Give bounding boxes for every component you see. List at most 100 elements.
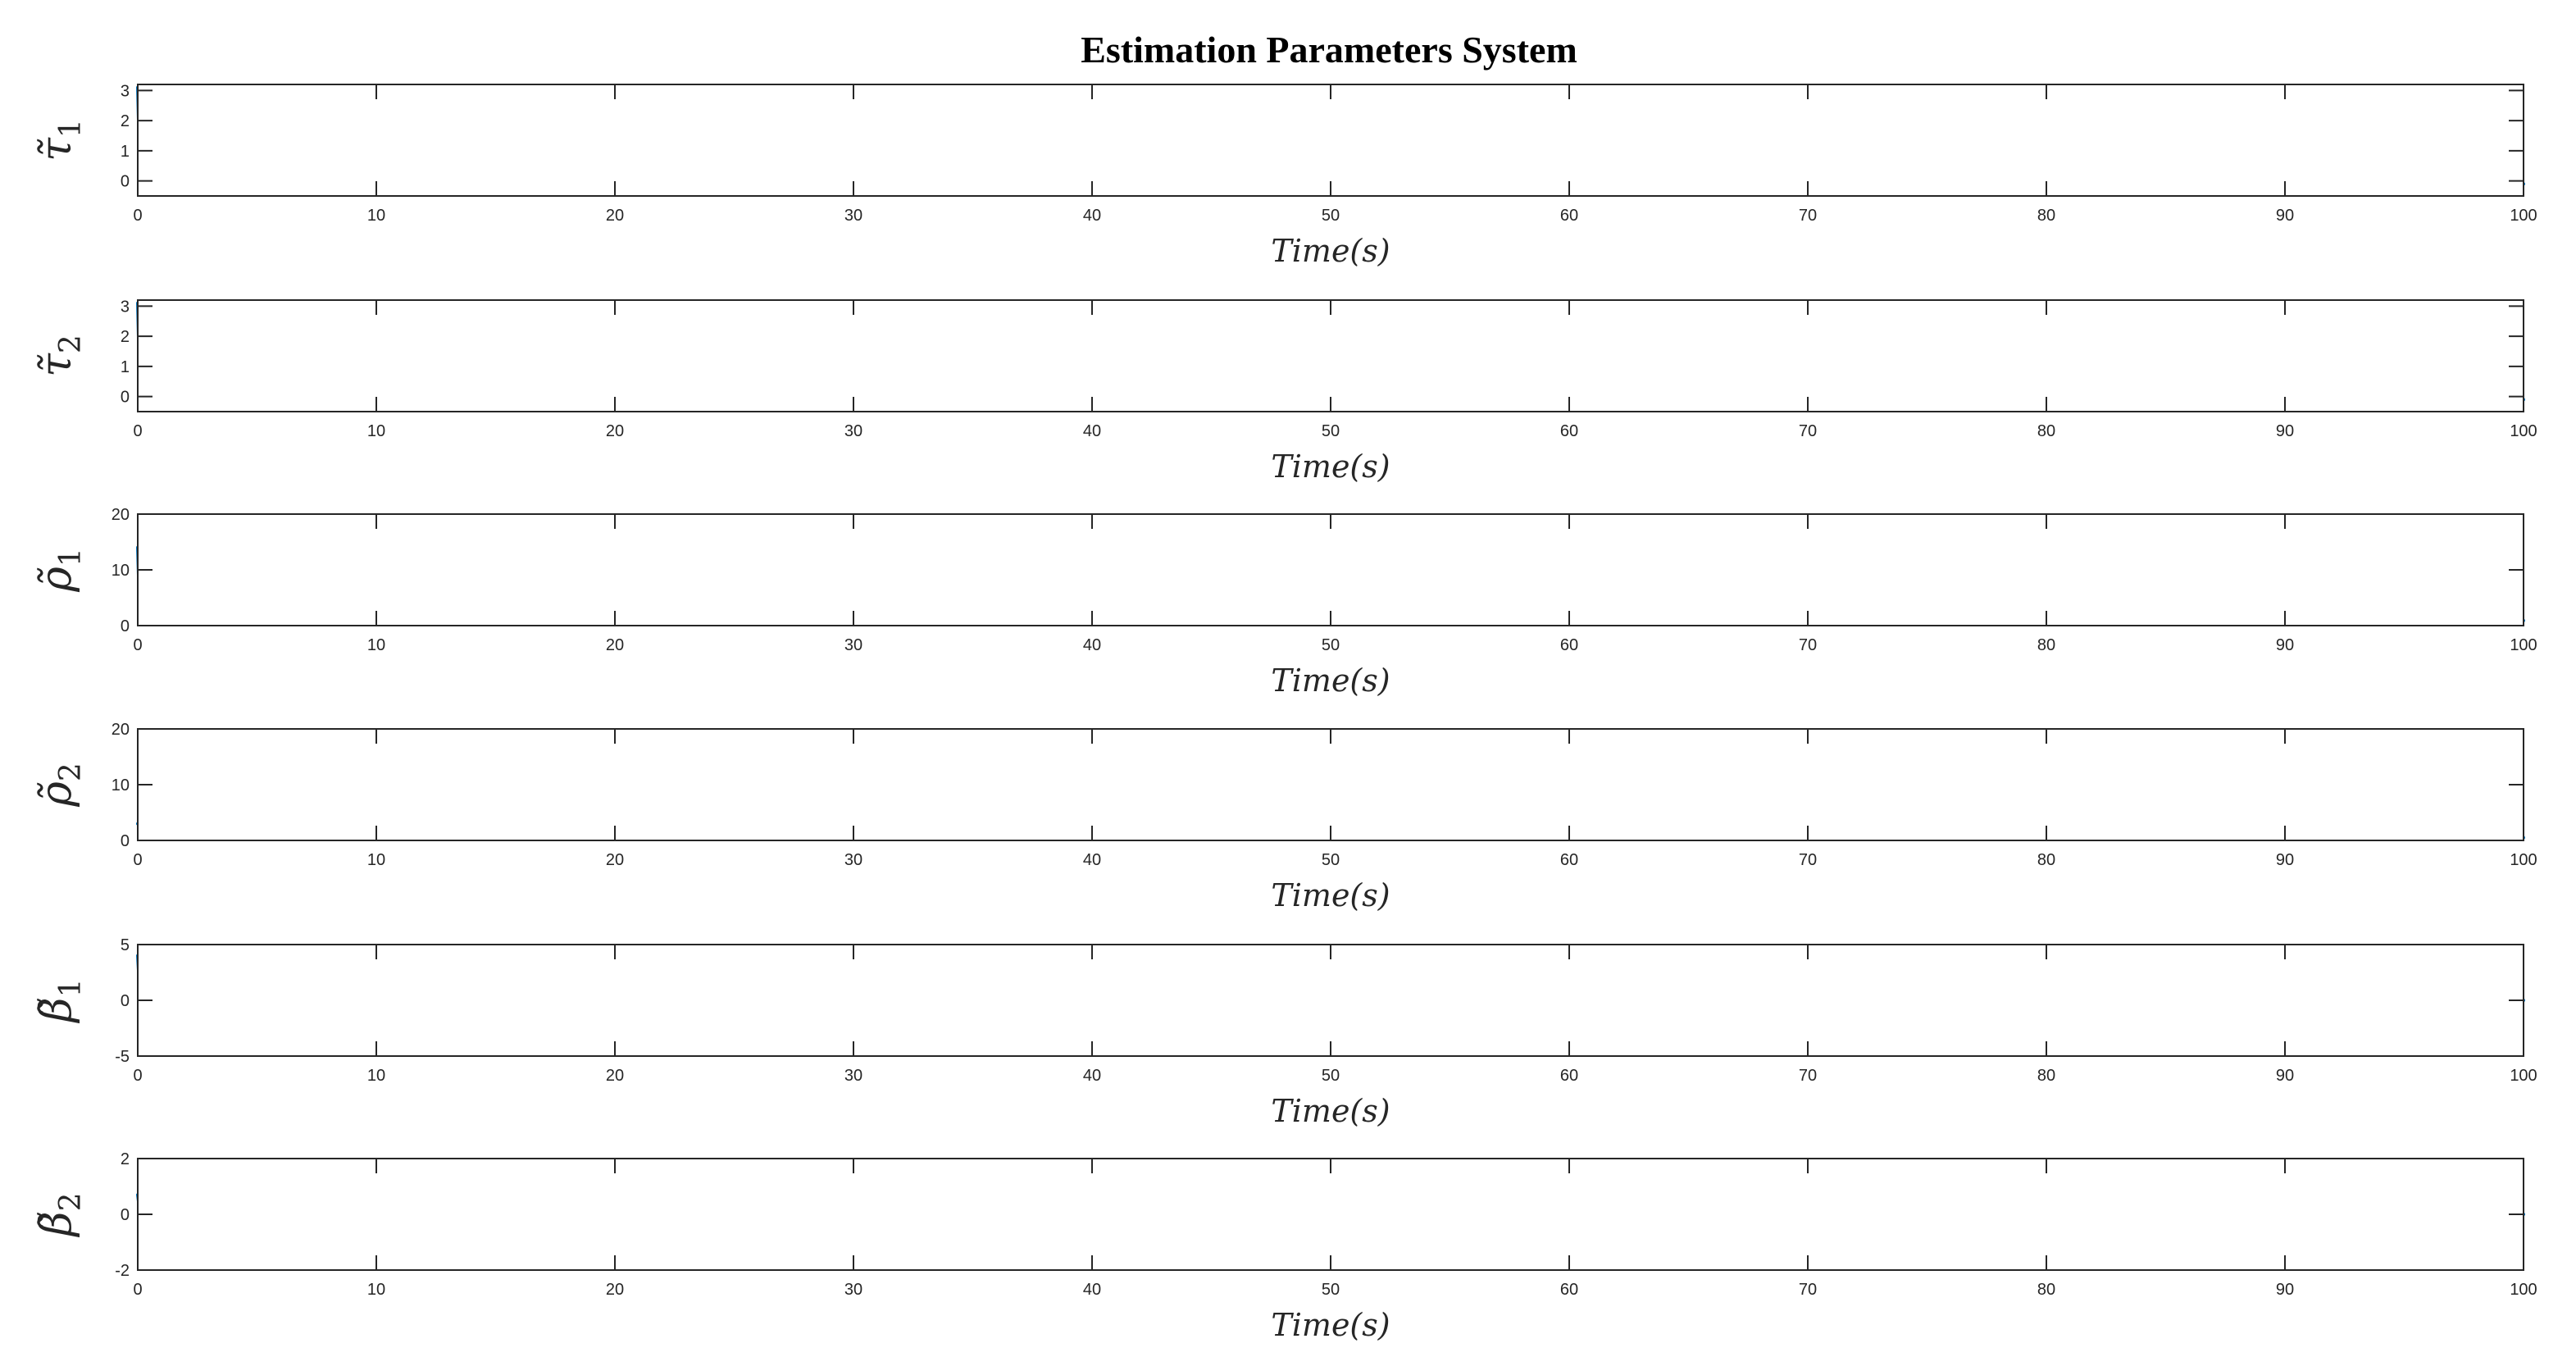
x-tick-label: 90 (2276, 1067, 2294, 1085)
y-tick-label: 2 (121, 328, 130, 346)
x-tick-label: 0 (133, 851, 142, 869)
x-tick-label: 90 (2276, 422, 2294, 440)
y-tick-label: 3 (121, 82, 130, 100)
x-tick-label: 100 (2510, 1067, 2537, 1085)
y-tick-label: 0 (121, 389, 130, 407)
x-tick-label: 0 (133, 636, 142, 654)
axes-box (137, 1158, 2524, 1271)
x-tick-label: 20 (606, 851, 624, 869)
x-tick-label: 50 (1322, 422, 1340, 440)
x-tick-label: 90 (2276, 207, 2294, 225)
x-tick-label: 30 (844, 1067, 862, 1085)
x-tick-label: 10 (367, 422, 385, 440)
x-tick-label: 70 (1799, 207, 1817, 225)
x-tick-label: 70 (1799, 851, 1817, 869)
y-tick-label: -2 (115, 1262, 130, 1280)
y-tick-label: 20 (112, 721, 130, 739)
x-tick-label: 90 (2276, 851, 2294, 869)
y-axis-label: β̃2 (32, 1193, 88, 1238)
x-tick-label: 80 (2037, 207, 2055, 225)
subplot-3: 0 10 20 30 40 50 60 70 80 90 100 0 10 20 Time(s) ρ̃1 (32, 506, 2537, 699)
y-tick-label: 0 (121, 1206, 130, 1224)
y-axis-label: ρ̃2 (32, 763, 88, 807)
x-tick-label: 60 (1560, 636, 1578, 654)
x-tick-label: 60 (1560, 207, 1578, 225)
x-tick-label: 40 (1083, 1067, 1101, 1085)
y-tick-label: 3 (121, 298, 130, 316)
y-tick-label: -5 (115, 1048, 130, 1066)
x-tick-label: 30 (844, 1281, 862, 1299)
x-tick-label: 50 (1322, 1281, 1340, 1299)
x-tick-label: 10 (367, 851, 385, 869)
x-tick-label: 30 (844, 851, 862, 869)
x-tick-label: 70 (1799, 422, 1817, 440)
x-tick-label: 80 (2037, 851, 2055, 869)
x-tick-label: 100 (2510, 1281, 2537, 1299)
x-tick-label: 60 (1560, 1067, 1578, 1085)
x-tick-label: 0 (133, 207, 142, 225)
axes-box (137, 84, 2524, 197)
x-tick-label: 60 (1560, 422, 1578, 440)
x-tick-label: 0 (133, 422, 142, 440)
x-tick-label: 10 (367, 1067, 385, 1085)
x-tick-label: 70 (1799, 1067, 1817, 1085)
y-axis-label: β̃1 (32, 979, 88, 1024)
axes-box (137, 513, 2524, 626)
x-tick-label: 30 (844, 636, 862, 654)
y-tick-label: 1 (121, 358, 130, 376)
y-tick-label: 5 (121, 936, 130, 954)
x-tick-label: 20 (606, 1281, 624, 1299)
x-tick-label: 60 (1560, 1281, 1578, 1299)
x-tick-label: 70 (1799, 1281, 1817, 1299)
x-tick-label: 0 (133, 1281, 142, 1299)
x-axis-label: Time(s) (1271, 233, 1390, 269)
y-tick-label: 2 (121, 112, 130, 130)
axes-box (137, 299, 2524, 412)
y-tick-label: 2 (121, 1150, 130, 1168)
x-axis-label: Time(s) (1271, 1307, 1390, 1343)
x-tick-label: 90 (2276, 1281, 2294, 1299)
x-tick-label: 80 (2037, 1281, 2055, 1299)
x-tick-label: 10 (367, 636, 385, 654)
x-tick-label: 0 (133, 1067, 142, 1085)
x-tick-label: 80 (2037, 636, 2055, 654)
x-tick-label: 100 (2510, 851, 2537, 869)
x-tick-label: 40 (1083, 636, 1101, 654)
x-tick-label: 10 (367, 207, 385, 225)
figure-title: Estimation Parameters System (1081, 29, 1577, 71)
x-tick-label: 50 (1322, 207, 1340, 225)
y-tick-label: 0 (121, 617, 130, 635)
y-tick-label: 1 (121, 143, 130, 161)
x-tick-label: 40 (1083, 207, 1101, 225)
x-tick-label: 40 (1083, 851, 1101, 869)
x-tick-label: 50 (1322, 1067, 1340, 1085)
y-tick-label: 0 (121, 992, 130, 1010)
x-tick-label: 100 (2510, 636, 2537, 654)
x-tick-label: 80 (2037, 1067, 2055, 1085)
x-tick-label: 20 (606, 636, 624, 654)
x-axis-label: Time(s) (1271, 1093, 1390, 1129)
axes-box (137, 728, 2524, 841)
subplot-4: 0 10 20 30 40 50 60 70 80 90 100 0 10 20 Time(s) ρ̃2 (32, 721, 2537, 913)
x-tick-label: 50 (1322, 636, 1340, 654)
x-tick-label: 20 (606, 1067, 624, 1085)
x-tick-label: 70 (1799, 636, 1817, 654)
x-axis-label: Time(s) (1271, 663, 1390, 699)
x-tick-label: 60 (1560, 851, 1578, 869)
x-tick-label: 100 (2510, 422, 2537, 440)
x-tick-label: 40 (1083, 1281, 1101, 1299)
axes-box (137, 944, 2524, 1057)
x-tick-label: 30 (844, 207, 862, 225)
y-axis-label: τ̃2 (32, 335, 88, 377)
y-axis-label: ρ̃1 (32, 548, 88, 592)
x-tick-label: 40 (1083, 422, 1101, 440)
x-axis-label: Time(s) (1271, 449, 1390, 485)
x-axis-label: Time(s) (1271, 877, 1390, 913)
y-tick-label: 10 (112, 776, 130, 795)
x-tick-label: 100 (2510, 207, 2537, 225)
x-tick-label: 80 (2037, 422, 2055, 440)
y-axis-label: τ̃1 (32, 119, 88, 162)
